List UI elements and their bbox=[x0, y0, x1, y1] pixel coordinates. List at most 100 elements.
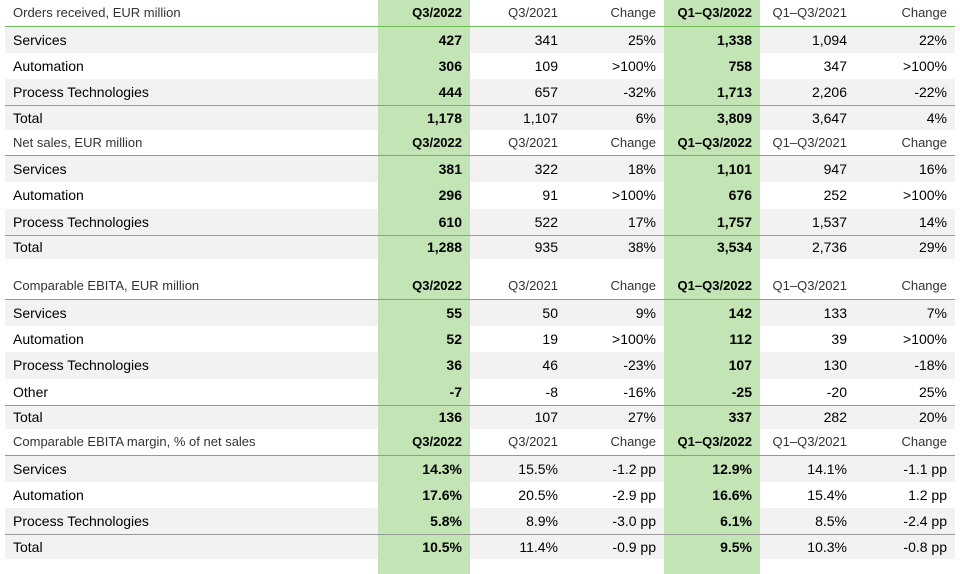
table-cell: 130 bbox=[760, 352, 855, 379]
table-row: Services 427 341 25% 1,338 1,094 22% bbox=[5, 26, 955, 53]
table-cell: 15.5% bbox=[470, 455, 566, 482]
table-total-row: Total 1,288 935 38% 3,534 2,736 29% bbox=[5, 234, 955, 259]
section-title: Net sales, EUR million bbox=[5, 129, 378, 156]
table-cell: 46 bbox=[470, 352, 566, 379]
section-header-row: Comparable EBITA, EUR million Q3/2022 Q3/2… bbox=[5, 273, 955, 300]
table-cell: 18% bbox=[566, 155, 664, 182]
column-header: Q3/2021 bbox=[470, 429, 566, 456]
row-label: Process Technologies bbox=[5, 508, 378, 535]
table-cell: 52 bbox=[446, 330, 462, 347]
table-cell: 3,809 bbox=[664, 105, 760, 130]
table-cell: 36 bbox=[446, 357, 462, 374]
table-cell: -18% bbox=[855, 352, 955, 379]
table-cell: 306 bbox=[438, 57, 462, 74]
table-cell: 758 bbox=[728, 57, 752, 74]
table-cell: 136 bbox=[378, 404, 470, 429]
table-cell: 112 bbox=[729, 330, 752, 347]
table-cell: 1,537 bbox=[760, 208, 855, 235]
section-title: Comparable EBITA, EUR million bbox=[5, 273, 378, 300]
table-cell: >100% bbox=[903, 187, 947, 204]
table-cell: 107 bbox=[728, 357, 752, 374]
table-cell: 10.5% bbox=[378, 534, 470, 559]
table-cell: 16% bbox=[855, 155, 955, 182]
table-cell: 381 bbox=[438, 161, 462, 177]
table-cell: 2,206 bbox=[760, 79, 855, 106]
column-header: Q3/2022 bbox=[378, 129, 470, 156]
section-spacer bbox=[5, 259, 955, 273]
financial-table: Orders received, EUR million Q3/2022 Q3/20… bbox=[5, 0, 955, 559]
financial-tables: Orders received, EUR million Q3/2022 Q3/20… bbox=[5, 0, 955, 559]
table-cell: 676 bbox=[728, 187, 752, 204]
column-header: Q1–Q3/2021 bbox=[760, 429, 855, 456]
table-row: Automation 17.6% 20.5% -2.9 pp 16.6% 15.4% 1.2… bbox=[5, 482, 955, 509]
table-cell: -20 bbox=[826, 383, 847, 400]
table-cell: 947 bbox=[760, 155, 855, 182]
table-cell: 2,736 bbox=[760, 234, 855, 259]
column-header: Change bbox=[855, 0, 955, 27]
column-header: Q1–Q3/2022 bbox=[664, 129, 760, 156]
table-cell: 10.3% bbox=[760, 534, 855, 559]
table-cell: -32% bbox=[566, 79, 664, 106]
table-cell: 9.5% bbox=[664, 534, 760, 559]
column-header: Q3/2022 bbox=[378, 0, 470, 27]
table-cell: 16.6% bbox=[712, 486, 752, 503]
table-cell: 1,101 bbox=[716, 161, 752, 177]
table-cell: -0.9 pp bbox=[566, 534, 664, 559]
table-cell: 39 bbox=[831, 330, 847, 347]
table-cell: -8 bbox=[545, 383, 558, 400]
table-cell: 1,094 bbox=[760, 26, 855, 53]
table-cell: 25% bbox=[566, 26, 664, 53]
table-cell: 8.9% bbox=[470, 508, 566, 535]
column-header: Q3/2021 bbox=[470, 129, 566, 156]
table-cell: 1.2 pp bbox=[908, 486, 947, 503]
table-total-row: Total 1,178 1,107 6% 3,809 3,647 4% bbox=[5, 105, 955, 130]
table-cell: 296 bbox=[438, 187, 462, 204]
table-cell: 5.8% bbox=[430, 513, 462, 529]
column-header: Q1–Q3/2021 bbox=[760, 273, 855, 300]
column-header: Q3/2022 bbox=[378, 273, 470, 300]
table-cell: -0.8 pp bbox=[855, 534, 955, 559]
column-header: Change bbox=[855, 273, 955, 300]
table-cell: 91 bbox=[542, 187, 558, 204]
row-label: Services bbox=[5, 299, 378, 326]
section-header-row: Orders received, EUR million Q3/2022 Q3/20… bbox=[5, 0, 955, 27]
row-label: Automation bbox=[13, 486, 84, 503]
section-header-row: Net sales, EUR million Q3/2022 Q3/2021 Chan… bbox=[5, 129, 955, 156]
column-header: Q1–Q3/2022 bbox=[664, 429, 760, 456]
table-cell: -1.2 pp bbox=[566, 455, 664, 482]
table-row: Services 381 322 18% 1,101 947 16% bbox=[5, 155, 955, 182]
column-header: Q1–Q3/2022 bbox=[664, 273, 760, 300]
table-cell: 7% bbox=[855, 299, 955, 326]
table-row: Process Technologies 5.8% 8.9% -3.0 pp 6.1% 8… bbox=[5, 508, 955, 535]
table-row: Process Technologies 36 46 -23% 107 130 -18% bbox=[5, 352, 955, 379]
table-cell: 11.4% bbox=[470, 534, 566, 559]
table-cell: 427 bbox=[438, 31, 462, 48]
table-cell: 55 bbox=[446, 304, 462, 321]
row-label: Other bbox=[13, 383, 49, 400]
table-cell: 1,757 bbox=[716, 213, 752, 230]
table-cell: 4% bbox=[855, 105, 955, 130]
column-header: Change bbox=[855, 429, 955, 456]
table-total-row: Total 10.5% 11.4% -0.9 pp 9.5% 10.3% -0.8 pp bbox=[5, 534, 955, 559]
table-row: Services 14.3% 15.5% -1.2 pp 12.9% 14.1% -1.1 … bbox=[5, 455, 955, 482]
table-total-row: Total 136 107 27% 337 282 20% bbox=[5, 404, 955, 429]
column-header: Q1–Q3/2021 bbox=[760, 0, 855, 27]
column-header: Q3/2021 bbox=[470, 0, 566, 27]
column-header: Change bbox=[566, 0, 664, 27]
table-cell: 19 bbox=[542, 330, 558, 347]
table-cell: 50 bbox=[470, 299, 566, 326]
table-cell: 20.5% bbox=[518, 486, 558, 503]
column-header: Change bbox=[566, 129, 664, 156]
table-cell: 1,178 bbox=[378, 105, 470, 130]
section-title: Comparable EBITA margin, % of net sales bbox=[5, 429, 378, 456]
table-cell: 444 bbox=[438, 84, 462, 100]
table-cell: 1,713 bbox=[716, 84, 752, 100]
table-row: Other -7 -8 -16% -25 -20 25% bbox=[5, 379, 955, 406]
table-cell: -2.4 pp bbox=[855, 508, 955, 535]
table-cell: 1,107 bbox=[470, 105, 566, 130]
column-header: Q1–Q3/2022 bbox=[664, 0, 760, 27]
table-cell: 9% bbox=[566, 299, 664, 326]
table-cell: 347 bbox=[823, 57, 847, 74]
table-cell: -22% bbox=[855, 79, 955, 106]
table-cell: 27% bbox=[566, 404, 664, 429]
